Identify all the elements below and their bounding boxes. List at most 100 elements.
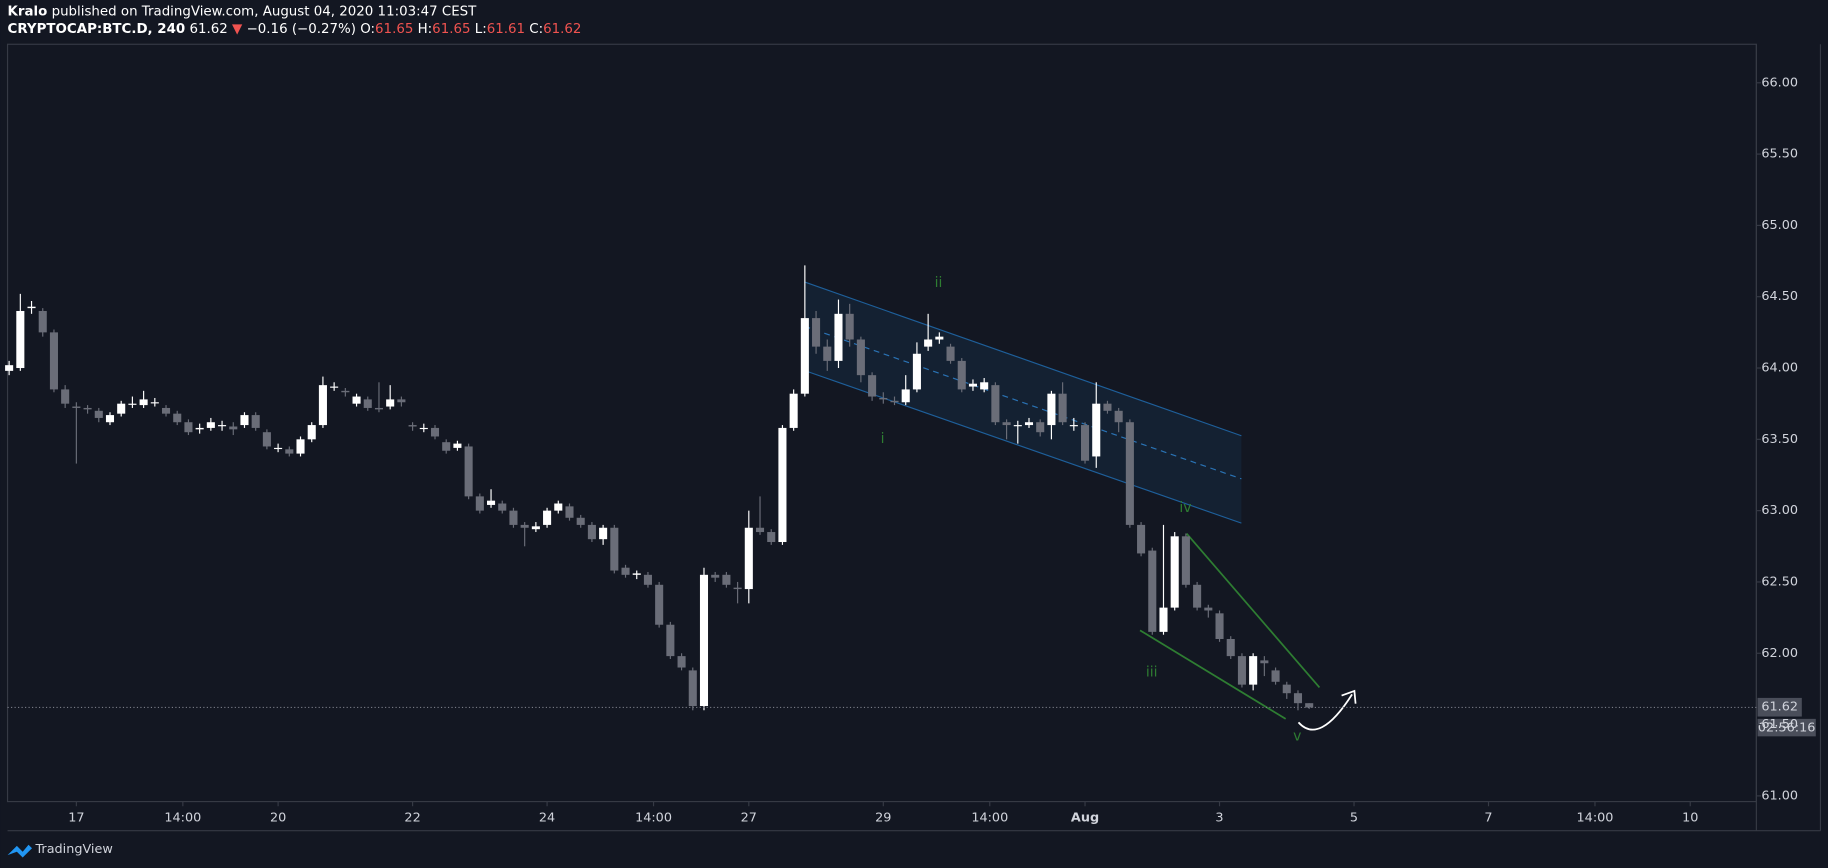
y-tick-label: 63.00	[1761, 503, 1798, 518]
candle-body	[38, 310, 47, 333]
candle-body	[5, 365, 14, 371]
candle-body	[1137, 524, 1146, 554]
candle-body	[901, 389, 910, 403]
candle-body	[968, 383, 977, 387]
candle-body	[1125, 422, 1134, 525]
candle-body	[352, 396, 361, 404]
candle-body	[195, 427, 204, 430]
channel-upper	[804, 281, 1242, 437]
candle-body	[274, 447, 283, 450]
candle-body	[711, 574, 720, 578]
y-tick-label: 63.50	[1761, 432, 1798, 447]
axes: 61.00 61.50 62.00 62.50 63.00 63.50 64.00 64.50…	[68, 75, 1798, 825]
ohlc-c: 61.62	[543, 22, 581, 37]
candle-body	[16, 310, 25, 369]
countdown: 02:56:16	[1758, 721, 1815, 736]
price-label-box	[1757, 697, 1802, 717]
x-tick-label: 14:00	[1577, 810, 1614, 825]
candle-body	[161, 407, 171, 414]
candle-body	[83, 407, 92, 410]
ohlc-o-label: O:	[360, 22, 375, 37]
candle-body	[94, 410, 103, 418]
candle-body	[744, 527, 753, 590]
candle-body	[150, 402, 159, 404]
candle-body	[240, 415, 249, 426]
candle-body	[991, 385, 1000, 423]
candle-body	[363, 399, 372, 408]
header-line-2: CRYPTOCAP:BTC.D, 240 61.62 ▼ −0.16 (−0.2…	[8, 22, 582, 37]
candle-body	[1013, 425, 1022, 427]
x-tick-label: 5	[1350, 810, 1358, 825]
candle-body	[184, 422, 193, 433]
candle-body	[374, 407, 384, 410]
candle-body	[475, 496, 484, 511]
wave-label: iv	[1179, 500, 1191, 516]
candle-body	[699, 574, 709, 707]
candle-body	[105, 415, 115, 423]
candle-body	[251, 415, 260, 428]
candle-body	[856, 339, 865, 376]
candle-body	[1226, 639, 1235, 657]
last-price: 61.62	[189, 22, 227, 37]
candle-body	[386, 399, 395, 407]
y-tick-label: 65.50	[1761, 147, 1798, 162]
x-tick-label: 14:00	[164, 810, 201, 825]
candle-body	[285, 449, 294, 454]
logo-shape	[7, 844, 33, 858]
ohlc-h-label: H:	[418, 22, 433, 37]
projection-arrow-head	[1341, 689, 1357, 704]
y-tick-label: 62.50	[1761, 574, 1798, 589]
candle-body	[464, 446, 473, 497]
x-tick-label: 20	[270, 810, 286, 825]
change: −0.16 (−0.27%)	[247, 22, 356, 37]
candle-body	[643, 574, 652, 585]
candle-body	[1148, 550, 1157, 632]
candle-body	[341, 390, 350, 393]
channel-mid	[804, 325, 1242, 480]
candle-body	[1271, 670, 1280, 682]
brand: TradingView	[35, 842, 113, 857]
candle-body	[1103, 403, 1112, 411]
ohlc-h: 61.65	[432, 22, 470, 37]
candle-body	[229, 426, 238, 430]
candle-body	[318, 385, 327, 426]
x-tick-label: 17	[68, 810, 84, 825]
candle-body	[688, 670, 697, 707]
wave-label: iii	[1146, 664, 1158, 680]
y-tick-label: 64.50	[1761, 289, 1798, 304]
candle-body	[834, 313, 843, 361]
candle-body	[980, 382, 989, 390]
candle-body	[845, 313, 854, 340]
candle-body	[397, 399, 406, 403]
y-tick-label: 65.00	[1761, 218, 1798, 233]
candle-body	[487, 500, 496, 505]
candle-body	[1114, 410, 1123, 423]
countdown-box	[1757, 718, 1816, 737]
x-tick-label: 7	[1484, 810, 1492, 825]
candle-body	[677, 656, 686, 668]
y-tick-label: 61.50	[1761, 717, 1798, 732]
candle-body	[49, 332, 58, 390]
candle-body	[27, 306, 36, 309]
x-tick-label: 3	[1215, 810, 1223, 825]
candle-body	[531, 526, 540, 530]
candle-body	[1159, 607, 1168, 632]
x-tick-label: 14:00	[971, 810, 1008, 825]
candle-body	[307, 425, 316, 440]
wave-label: v	[1293, 728, 1301, 744]
candle-body	[599, 527, 608, 540]
x-tick-label: 10	[1682, 810, 1698, 825]
change-arrow: ▼	[232, 22, 243, 37]
candle-body	[61, 389, 70, 404]
candle-body	[1024, 422, 1034, 426]
candle-body	[430, 427, 440, 437]
y-tick-label: 61.00	[1761, 788, 1798, 803]
x-tick-label: 27	[741, 810, 757, 825]
candle-body	[800, 318, 809, 394]
channel-lower	[804, 369, 1242, 524]
candle-body	[128, 403, 137, 405]
candle-body	[767, 532, 776, 543]
candle-body	[408, 425, 417, 427]
candle-body	[946, 346, 955, 361]
